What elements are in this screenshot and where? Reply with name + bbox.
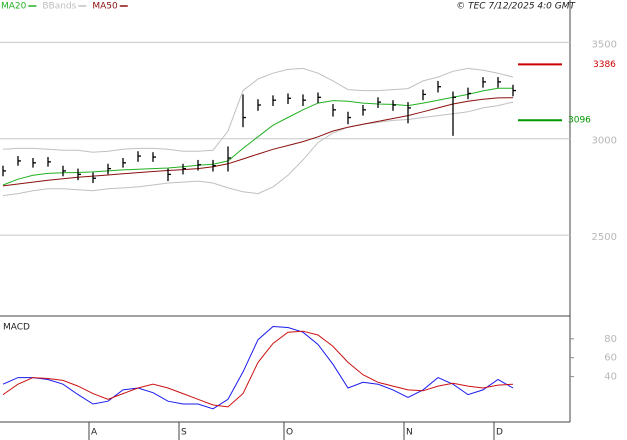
ma20-line [2, 87, 513, 186]
x-tick-label: O [286, 428, 293, 438]
legend-label: BBands [42, 2, 76, 12]
x-tick-label: A [91, 428, 98, 438]
macd-line [2, 325, 514, 410]
y-tick-label: 40 [604, 372, 617, 383]
y-tick-label: 80 [604, 334, 617, 345]
level-label: 3386 [593, 60, 616, 70]
y-tick-label: 2500 [592, 232, 617, 243]
y-tick-label: 60 [604, 353, 617, 364]
source: © TEC 7/12/2025 4:0 GMT [456, 2, 576, 12]
legend-label: MA20 [1, 2, 27, 12]
macd-title: MACD [3, 323, 30, 333]
x-tick-label: N [406, 428, 413, 438]
ma50-line [2, 97, 514, 187]
legend-label: MA50 [92, 2, 118, 12]
y-tick-label: 3000 [592, 136, 617, 147]
y-tick-label: 3500 [592, 39, 617, 50]
macd-line [2, 330, 514, 408]
level-label: 3096 [568, 116, 591, 126]
bband-upper [2, 67, 514, 153]
x-tick-label: S [181, 428, 187, 438]
x-tick-label: D [496, 428, 503, 438]
bband-lower [2, 101, 514, 197]
